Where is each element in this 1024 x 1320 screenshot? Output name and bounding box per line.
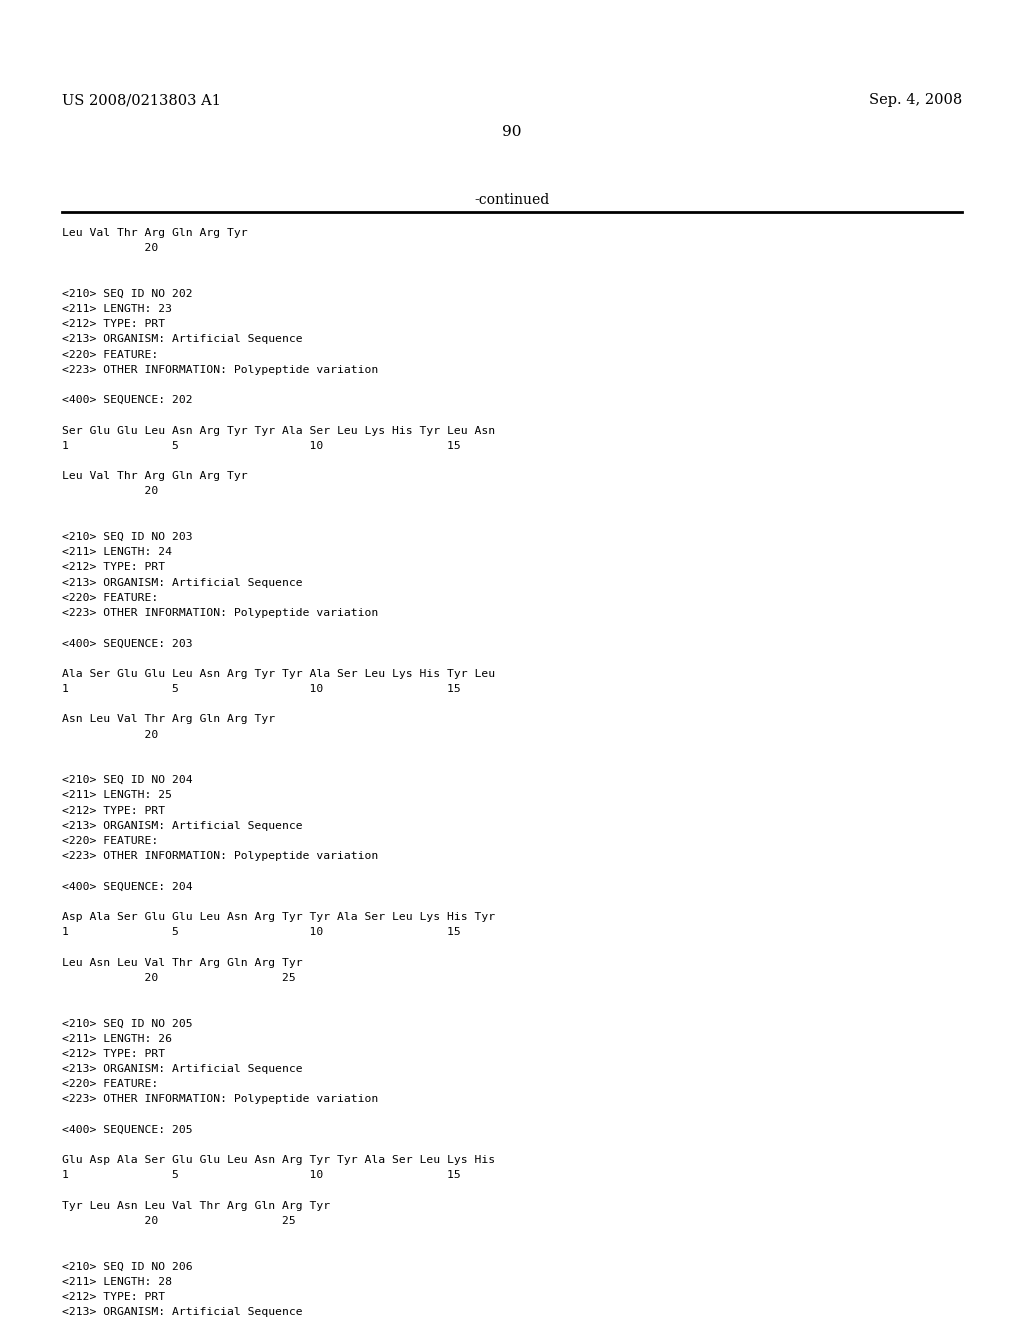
Text: <220> FEATURE:: <220> FEATURE: <box>62 350 159 359</box>
Text: Glu Asp Ala Ser Glu Glu Leu Asn Arg Tyr Tyr Ala Ser Leu Lys His: Glu Asp Ala Ser Glu Glu Leu Asn Arg Tyr … <box>62 1155 496 1166</box>
Text: <210> SEQ ID NO 202: <210> SEQ ID NO 202 <box>62 289 193 298</box>
Text: -continued: -continued <box>474 193 550 207</box>
Text: 1               5                   10                  15: 1 5 10 15 <box>62 441 461 451</box>
Text: 20                  25: 20 25 <box>62 1216 296 1226</box>
Text: <223> OTHER INFORMATION: Polypeptide variation: <223> OTHER INFORMATION: Polypeptide var… <box>62 851 378 861</box>
Text: <210> SEQ ID NO 206: <210> SEQ ID NO 206 <box>62 1262 193 1271</box>
Text: Leu Val Thr Arg Gln Arg Tyr: Leu Val Thr Arg Gln Arg Tyr <box>62 471 248 482</box>
Text: Tyr Leu Asn Leu Val Thr Arg Gln Arg Tyr: Tyr Leu Asn Leu Val Thr Arg Gln Arg Tyr <box>62 1201 330 1210</box>
Text: <400> SEQUENCE: 202: <400> SEQUENCE: 202 <box>62 395 193 405</box>
Text: Ala Ser Glu Glu Leu Asn Arg Tyr Tyr Ala Ser Leu Lys His Tyr Leu: Ala Ser Glu Glu Leu Asn Arg Tyr Tyr Ala … <box>62 669 496 678</box>
Text: <223> OTHER INFORMATION: Polypeptide variation: <223> OTHER INFORMATION: Polypeptide var… <box>62 1094 378 1105</box>
Text: <400> SEQUENCE: 203: <400> SEQUENCE: 203 <box>62 639 193 648</box>
Text: Leu Val Thr Arg Gln Arg Tyr: Leu Val Thr Arg Gln Arg Tyr <box>62 228 248 238</box>
Text: <210> SEQ ID NO 205: <210> SEQ ID NO 205 <box>62 1019 193 1028</box>
Text: <213> ORGANISM: Artificial Sequence: <213> ORGANISM: Artificial Sequence <box>62 578 303 587</box>
Text: <220> FEATURE:: <220> FEATURE: <box>62 593 159 603</box>
Text: US 2008/0213803 A1: US 2008/0213803 A1 <box>62 92 221 107</box>
Text: 1               5                   10                  15: 1 5 10 15 <box>62 1171 461 1180</box>
Text: <213> ORGANISM: Artificial Sequence: <213> ORGANISM: Artificial Sequence <box>62 1307 303 1317</box>
Text: <211> LENGTH: 24: <211> LENGTH: 24 <box>62 548 172 557</box>
Text: <400> SEQUENCE: 205: <400> SEQUENCE: 205 <box>62 1125 193 1135</box>
Text: <212> TYPE: PRT: <212> TYPE: PRT <box>62 1049 165 1059</box>
Text: <213> ORGANISM: Artificial Sequence: <213> ORGANISM: Artificial Sequence <box>62 1064 303 1074</box>
Text: 20: 20 <box>62 243 159 253</box>
Text: 20: 20 <box>62 730 159 739</box>
Text: <220> FEATURE:: <220> FEATURE: <box>62 836 159 846</box>
Text: <210> SEQ ID NO 204: <210> SEQ ID NO 204 <box>62 775 193 785</box>
Text: <213> ORGANISM: Artificial Sequence: <213> ORGANISM: Artificial Sequence <box>62 334 303 345</box>
Text: Sep. 4, 2008: Sep. 4, 2008 <box>868 92 962 107</box>
Text: <211> LENGTH: 26: <211> LENGTH: 26 <box>62 1034 172 1044</box>
Text: <212> TYPE: PRT: <212> TYPE: PRT <box>62 562 165 573</box>
Text: <212> TYPE: PRT: <212> TYPE: PRT <box>62 319 165 329</box>
Text: <212> TYPE: PRT: <212> TYPE: PRT <box>62 1292 165 1302</box>
Text: <213> ORGANISM: Artificial Sequence: <213> ORGANISM: Artificial Sequence <box>62 821 303 830</box>
Text: 1               5                   10                  15: 1 5 10 15 <box>62 927 461 937</box>
Text: Asp Ala Ser Glu Glu Leu Asn Arg Tyr Tyr Ala Ser Leu Lys His Tyr: Asp Ala Ser Glu Glu Leu Asn Arg Tyr Tyr … <box>62 912 496 921</box>
Text: 20                  25: 20 25 <box>62 973 296 983</box>
Text: 20: 20 <box>62 486 159 496</box>
Text: 90: 90 <box>502 125 522 139</box>
Text: <210> SEQ ID NO 203: <210> SEQ ID NO 203 <box>62 532 193 543</box>
Text: <211> LENGTH: 28: <211> LENGTH: 28 <box>62 1276 172 1287</box>
Text: <211> LENGTH: 23: <211> LENGTH: 23 <box>62 304 172 314</box>
Text: Ser Glu Glu Leu Asn Arg Tyr Tyr Ala Ser Leu Lys His Tyr Leu Asn: Ser Glu Glu Leu Asn Arg Tyr Tyr Ala Ser … <box>62 425 496 436</box>
Text: <220> FEATURE:: <220> FEATURE: <box>62 1080 159 1089</box>
Text: <400> SEQUENCE: 204: <400> SEQUENCE: 204 <box>62 882 193 891</box>
Text: 1               5                   10                  15: 1 5 10 15 <box>62 684 461 694</box>
Text: Asn Leu Val Thr Arg Gln Arg Tyr: Asn Leu Val Thr Arg Gln Arg Tyr <box>62 714 275 725</box>
Text: <212> TYPE: PRT: <212> TYPE: PRT <box>62 805 165 816</box>
Text: Leu Asn Leu Val Thr Arg Gln Arg Tyr: Leu Asn Leu Val Thr Arg Gln Arg Tyr <box>62 957 303 968</box>
Text: <223> OTHER INFORMATION: Polypeptide variation: <223> OTHER INFORMATION: Polypeptide var… <box>62 609 378 618</box>
Text: <223> OTHER INFORMATION: Polypeptide variation: <223> OTHER INFORMATION: Polypeptide var… <box>62 364 378 375</box>
Text: <211> LENGTH: 25: <211> LENGTH: 25 <box>62 791 172 800</box>
